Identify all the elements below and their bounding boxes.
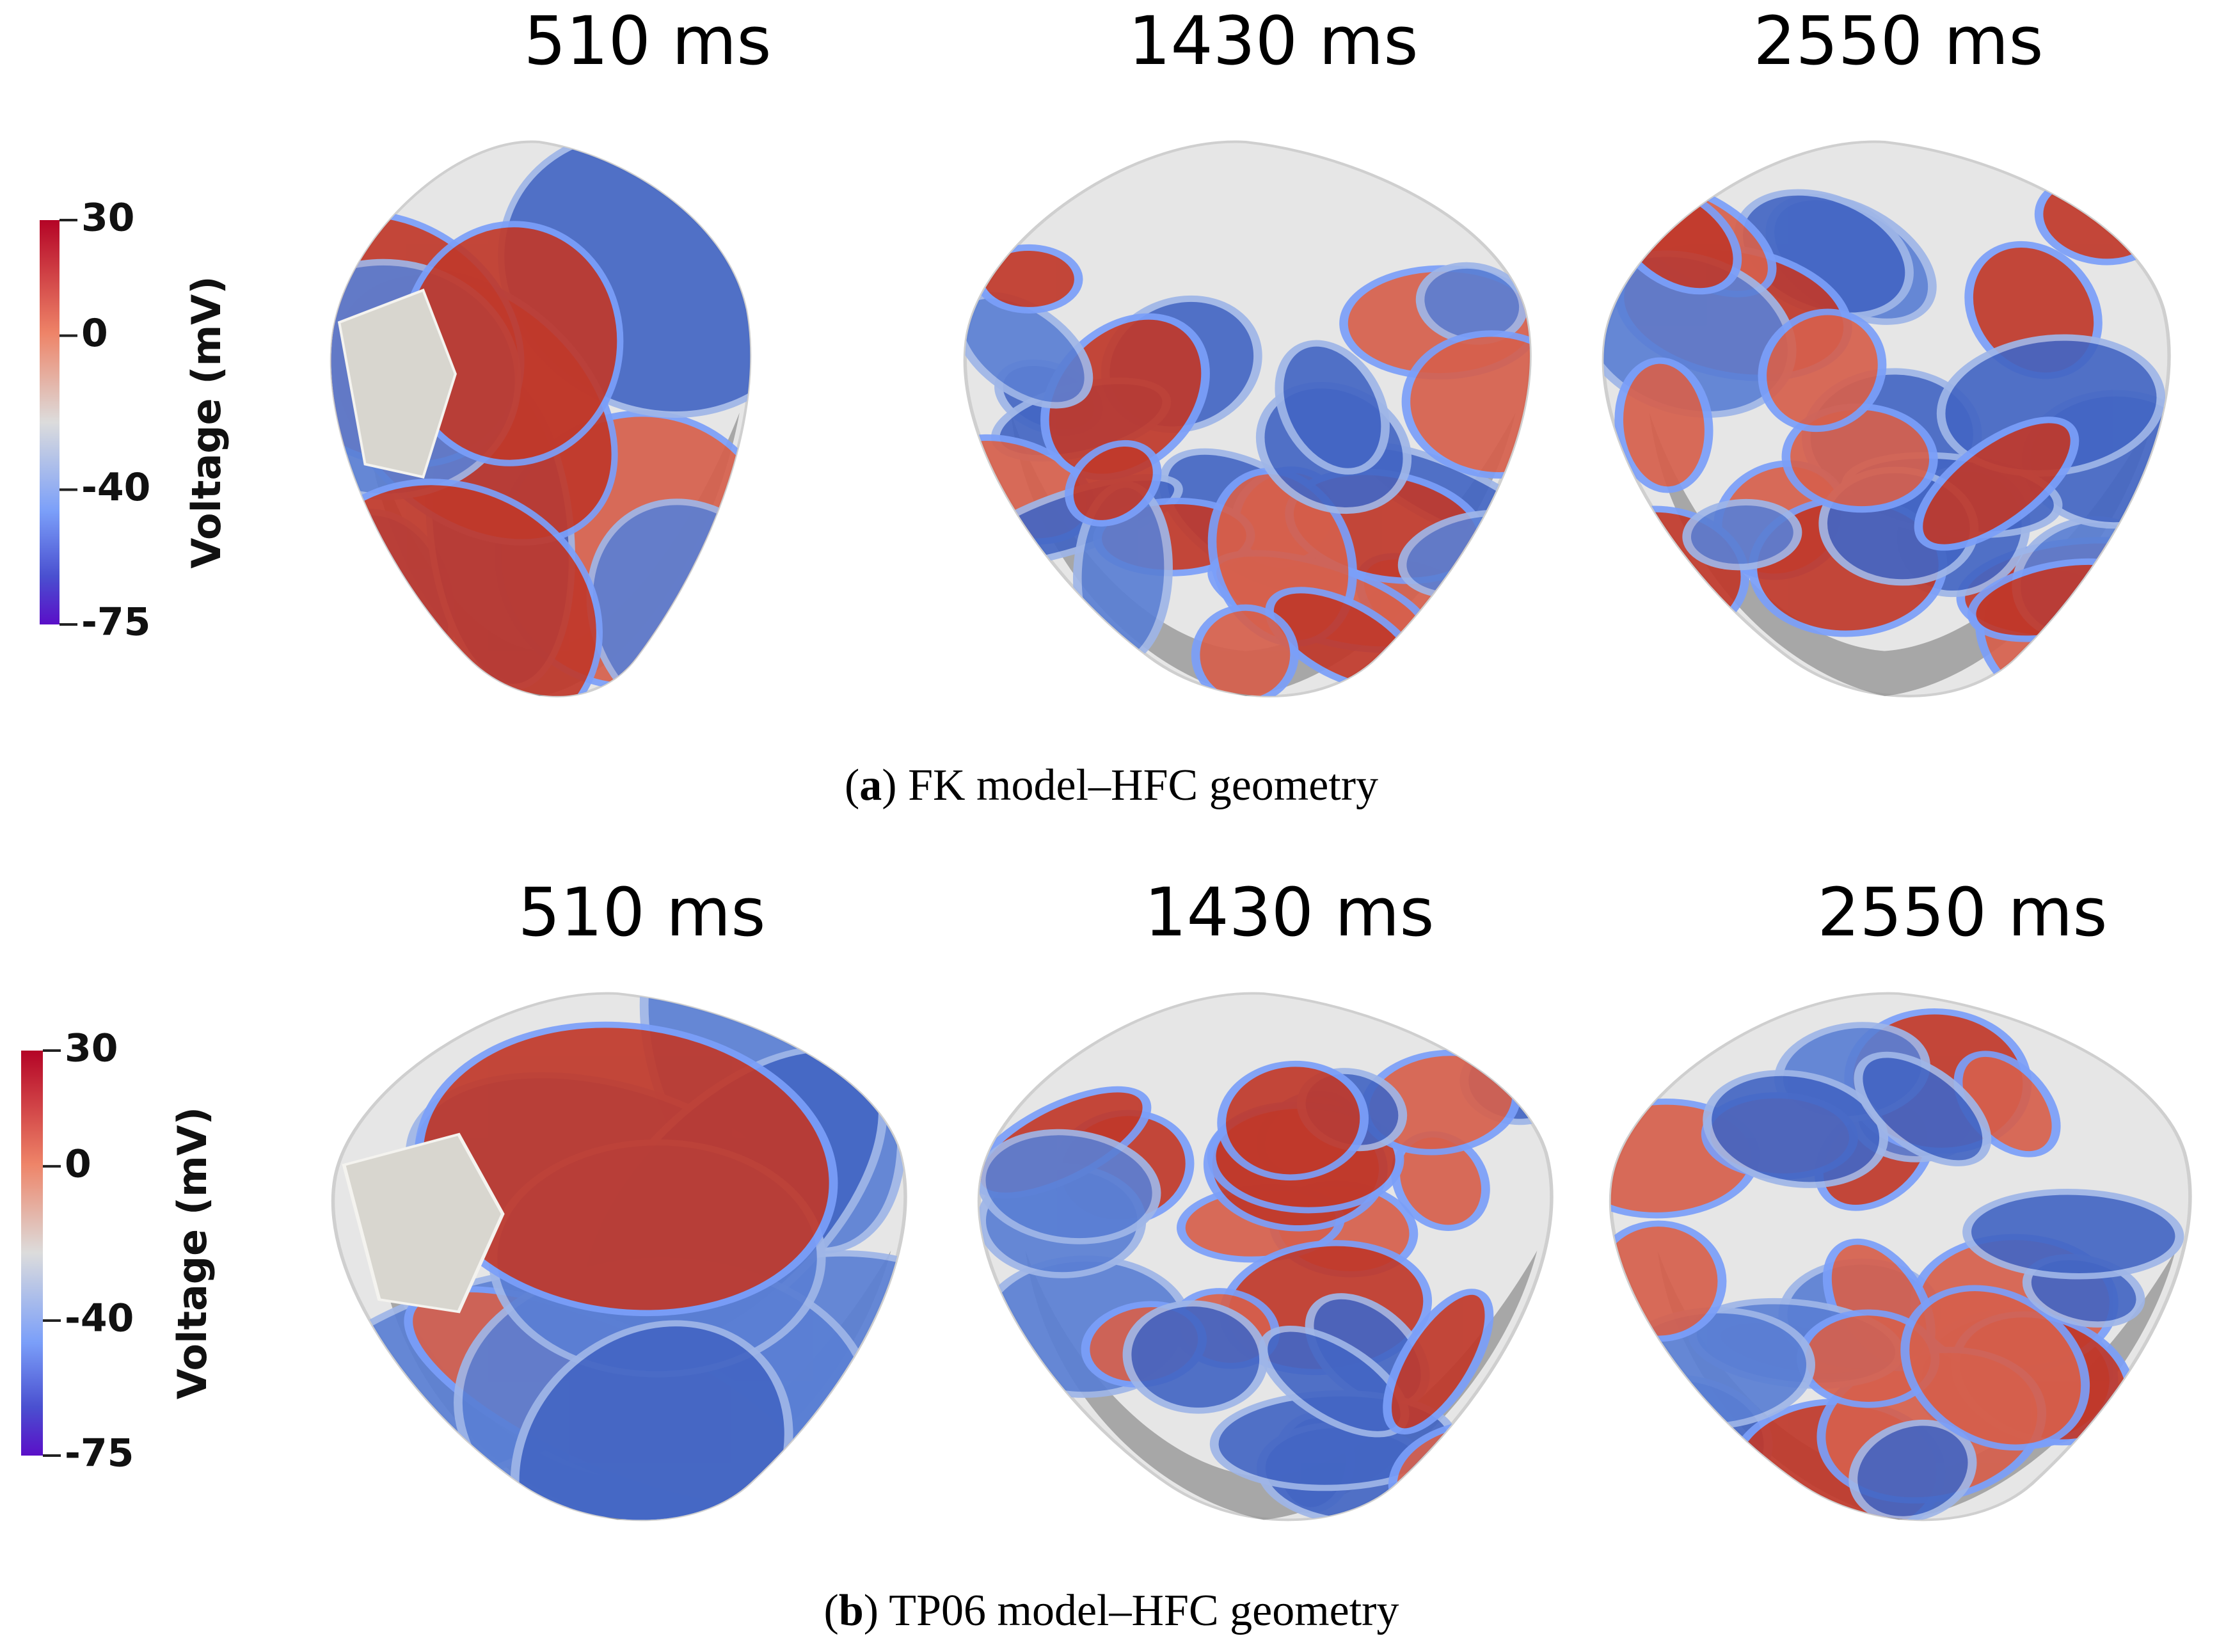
colorbar-tick-label: 30 (81, 196, 135, 241)
patch (1758, 308, 1887, 433)
patch (1781, 403, 1938, 513)
colorbar (40, 220, 60, 624)
panel: 510 ms 1430 ms 2550 ms 30 0 -40 -75 Voltage (mV… (21, 873, 2192, 1635)
colorbar-tick-label: -75 (65, 1431, 134, 1476)
caption-part: b (839, 1586, 864, 1635)
patch (1962, 1188, 2184, 1280)
heart-render (330, 140, 752, 697)
voltage-patches (965, 244, 1530, 696)
voltage-patches (333, 993, 905, 1520)
heart-render (1602, 140, 2171, 697)
caption: (a) FK model–HFC geometry (845, 761, 1378, 810)
time-label: 1430 ms (1128, 2, 1418, 80)
colorbar-tick-label: 0 (65, 1141, 91, 1186)
voltage-patches (979, 1040, 1552, 1520)
caption-part: ) FK model–HFC geometry (882, 761, 1378, 810)
caption-part: ( (824, 1586, 839, 1635)
patch (1703, 1070, 1889, 1188)
patch (1614, 357, 1713, 493)
patch (1065, 440, 1162, 527)
voltage-patches (331, 141, 751, 696)
patch (1122, 1300, 1268, 1414)
colorbar (21, 1051, 43, 1456)
patch (1383, 1289, 1494, 1434)
heart-render (1609, 992, 2192, 1521)
colorbar-tick-label: 30 (65, 1026, 118, 1071)
colorbar-tick-label: -75 (81, 600, 150, 645)
caption-part: ) TP06 model–HFC geometry (864, 1586, 1399, 1635)
patch (1275, 340, 1390, 475)
patch (1682, 498, 1802, 571)
time-label: 2550 ms (1817, 873, 2107, 951)
caption: (b) TP06 model–HFC geometry (824, 1586, 1399, 1635)
heart-shadow (1649, 412, 2155, 696)
patch (1900, 1285, 2090, 1451)
mesh-patch (342, 1132, 505, 1314)
time-label: 510 ms (523, 2, 771, 80)
heart-shadow (1025, 1250, 1538, 1520)
patch (1191, 604, 1299, 696)
patch (1914, 417, 2079, 551)
heart-render (977, 992, 1554, 1521)
caption-part: ( (845, 761, 859, 810)
heart-render (963, 140, 1532, 697)
colorbar-tick-label: -40 (81, 465, 150, 510)
colorbar-tick-label: -40 (65, 1296, 134, 1341)
heart-render (331, 992, 907, 1521)
caption-part: a (859, 761, 882, 810)
colorbar-label: Voltage (mV) (169, 1107, 216, 1399)
patch (974, 244, 1083, 314)
colorbar-label: Voltage (mV) (183, 276, 230, 568)
patch (1217, 1060, 1369, 1181)
time-label: 510 ms (518, 873, 765, 951)
time-label: 1430 ms (1144, 873, 1434, 951)
patch (414, 1021, 838, 1317)
time-label: 2550 ms (1753, 2, 2043, 80)
panel: 510 ms 1430 ms 2550 ms 30 0 -40 -75 Voltage (mV… (40, 2, 2171, 810)
voltage-patches (1610, 1008, 2184, 1520)
patch (1854, 1051, 1992, 1166)
colorbar-tick-label: 0 (81, 311, 108, 356)
patch (979, 1129, 1161, 1244)
mesh-patch (337, 288, 457, 479)
patch (1415, 262, 1528, 345)
